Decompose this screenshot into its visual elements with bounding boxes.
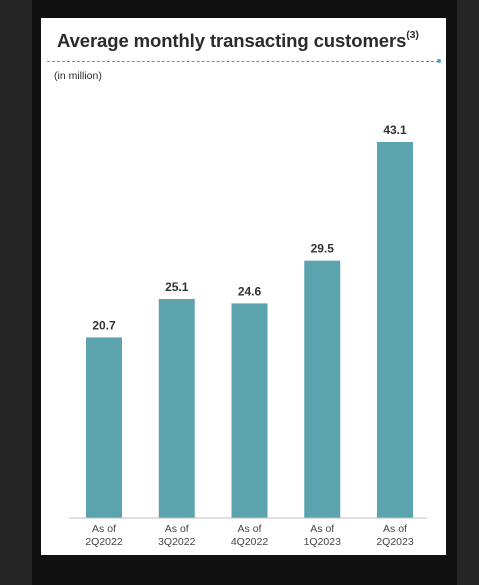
data-label-0: 20.7 bbox=[92, 318, 116, 332]
title-divider bbox=[47, 61, 439, 62]
category-label-0-line1: As of bbox=[92, 523, 116, 535]
right-window-border bbox=[457, 0, 479, 585]
category-label-1-line2: 3Q2022 bbox=[158, 536, 196, 548]
data-label-4: 43.1 bbox=[383, 123, 407, 137]
data-label-2: 24.6 bbox=[238, 284, 262, 298]
chart-title-text: Average monthly transacting customers bbox=[57, 30, 407, 51]
bar-1 bbox=[158, 299, 195, 518]
slide-panel: Average monthly transacting customers(3)… bbox=[41, 18, 446, 555]
bar-0 bbox=[86, 337, 122, 518]
title-divider-end-dot bbox=[437, 59, 441, 63]
chart-title: Average monthly transacting customers(3) bbox=[57, 29, 442, 52]
category-label-2-line1: As of bbox=[238, 523, 262, 535]
data-label-1: 25.1 bbox=[165, 280, 189, 294]
bar-4 bbox=[377, 142, 413, 518]
category-label-4-line2: 2Q2023 bbox=[376, 536, 414, 548]
unit-note: (in million) bbox=[54, 70, 102, 82]
bar-3 bbox=[304, 260, 341, 518]
category-label-3-line1: As of bbox=[310, 523, 334, 535]
category-label-4-line1: As of bbox=[383, 523, 407, 535]
category-label-1-line1: As of bbox=[165, 523, 189, 535]
bar-2 bbox=[231, 303, 268, 518]
category-label-0-line2: 2Q2022 bbox=[85, 536, 123, 548]
data-label-3: 29.5 bbox=[311, 242, 335, 256]
left-window-border bbox=[0, 0, 32, 585]
category-label-3-line2: 1Q2023 bbox=[304, 536, 342, 548]
category-label-2-line2: 4Q2022 bbox=[231, 536, 269, 548]
chart-title-footnote: (3) bbox=[406, 29, 419, 41]
